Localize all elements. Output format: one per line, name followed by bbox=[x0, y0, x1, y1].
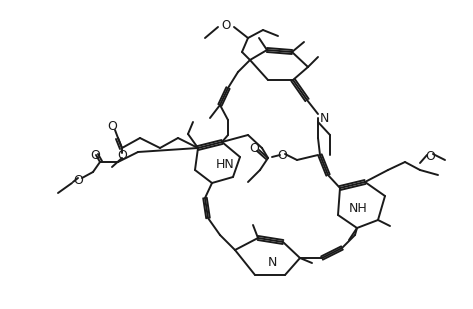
Text: NH: NH bbox=[349, 201, 368, 214]
Text: O: O bbox=[277, 149, 287, 162]
Text: O: O bbox=[249, 142, 259, 154]
Text: O: O bbox=[73, 173, 83, 187]
Text: N: N bbox=[267, 256, 277, 269]
Text: O: O bbox=[221, 19, 231, 32]
Text: HN: HN bbox=[216, 158, 235, 171]
Text: O: O bbox=[425, 150, 435, 163]
Text: O: O bbox=[90, 149, 100, 162]
Text: N: N bbox=[320, 112, 329, 125]
Text: O: O bbox=[117, 149, 127, 162]
Text: O: O bbox=[107, 120, 117, 133]
